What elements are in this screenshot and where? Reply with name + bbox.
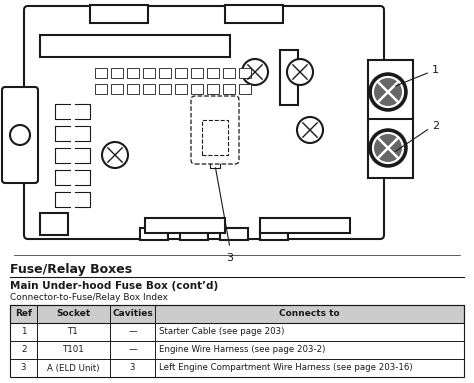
Bar [220,228,248,240]
Bar [111,68,123,78]
Bar [202,120,228,155]
FancyBboxPatch shape [90,5,148,23]
Bar [223,68,235,78]
Circle shape [373,77,403,107]
Bar [40,35,230,57]
Bar [143,84,155,94]
Text: Starter Cable (see page 203): Starter Cable (see page 203) [159,327,285,337]
FancyBboxPatch shape [2,87,38,183]
Bar [175,68,187,78]
Bar [159,68,171,78]
FancyBboxPatch shape [24,6,384,239]
Circle shape [297,117,323,143]
Bar [223,84,235,94]
Bar [191,68,203,78]
Text: Left Engine Compartment Wire Harness (see page 203-16): Left Engine Compartment Wire Harness (se… [159,363,413,373]
Text: Engine Wire Harness (see page 203-2): Engine Wire Harness (see page 203-2) [159,345,326,355]
Text: 3: 3 [130,363,136,373]
Circle shape [373,133,403,163]
Bar [127,68,139,78]
Text: —: — [128,345,137,355]
Bar [143,68,155,78]
Text: T101: T101 [63,345,84,355]
Text: 2: 2 [432,121,439,131]
Text: 1: 1 [21,327,27,337]
Text: 3: 3 [227,253,234,263]
Bar [180,228,208,240]
Text: Cavities: Cavities [112,309,153,319]
Circle shape [370,130,406,166]
Text: 3: 3 [21,363,27,373]
Bar [175,84,187,94]
Circle shape [102,142,128,168]
Bar [40,213,68,235]
Circle shape [10,125,30,145]
Bar [260,228,288,240]
Bar [239,84,251,94]
Text: Ref: Ref [15,309,32,319]
Bar [95,84,107,94]
Text: Fuse/Relay Boxes: Fuse/Relay Boxes [10,263,132,276]
Bar [207,84,219,94]
Text: A (ELD Unit): A (ELD Unit) [47,363,100,373]
Bar [239,68,251,78]
Bar [127,84,139,94]
Bar [260,218,350,233]
Bar [10,305,464,377]
FancyBboxPatch shape [225,5,283,23]
Bar [191,84,203,94]
Bar [140,228,168,240]
Circle shape [370,74,406,110]
Bar [95,68,107,78]
Bar [10,305,464,323]
Text: Main Under-hood Fuse Box (cont’d): Main Under-hood Fuse Box (cont’d) [10,281,218,291]
Circle shape [287,59,313,85]
Text: Connects to: Connects to [279,309,340,319]
Bar [280,50,298,105]
Text: —: — [128,327,137,337]
Text: HONDA: HONDA [147,126,273,154]
Bar [207,68,219,78]
Bar [159,84,171,94]
Bar [368,60,413,178]
Text: 2: 2 [21,345,27,355]
Text: 1: 1 [432,65,439,75]
Bar [111,84,123,94]
Circle shape [242,59,268,85]
Text: Connector-to-Fuse/Relay Box Index: Connector-to-Fuse/Relay Box Index [10,293,168,302]
Text: Socket: Socket [56,309,91,319]
Bar [145,218,225,233]
FancyBboxPatch shape [191,96,239,164]
Text: T1: T1 [68,327,79,337]
